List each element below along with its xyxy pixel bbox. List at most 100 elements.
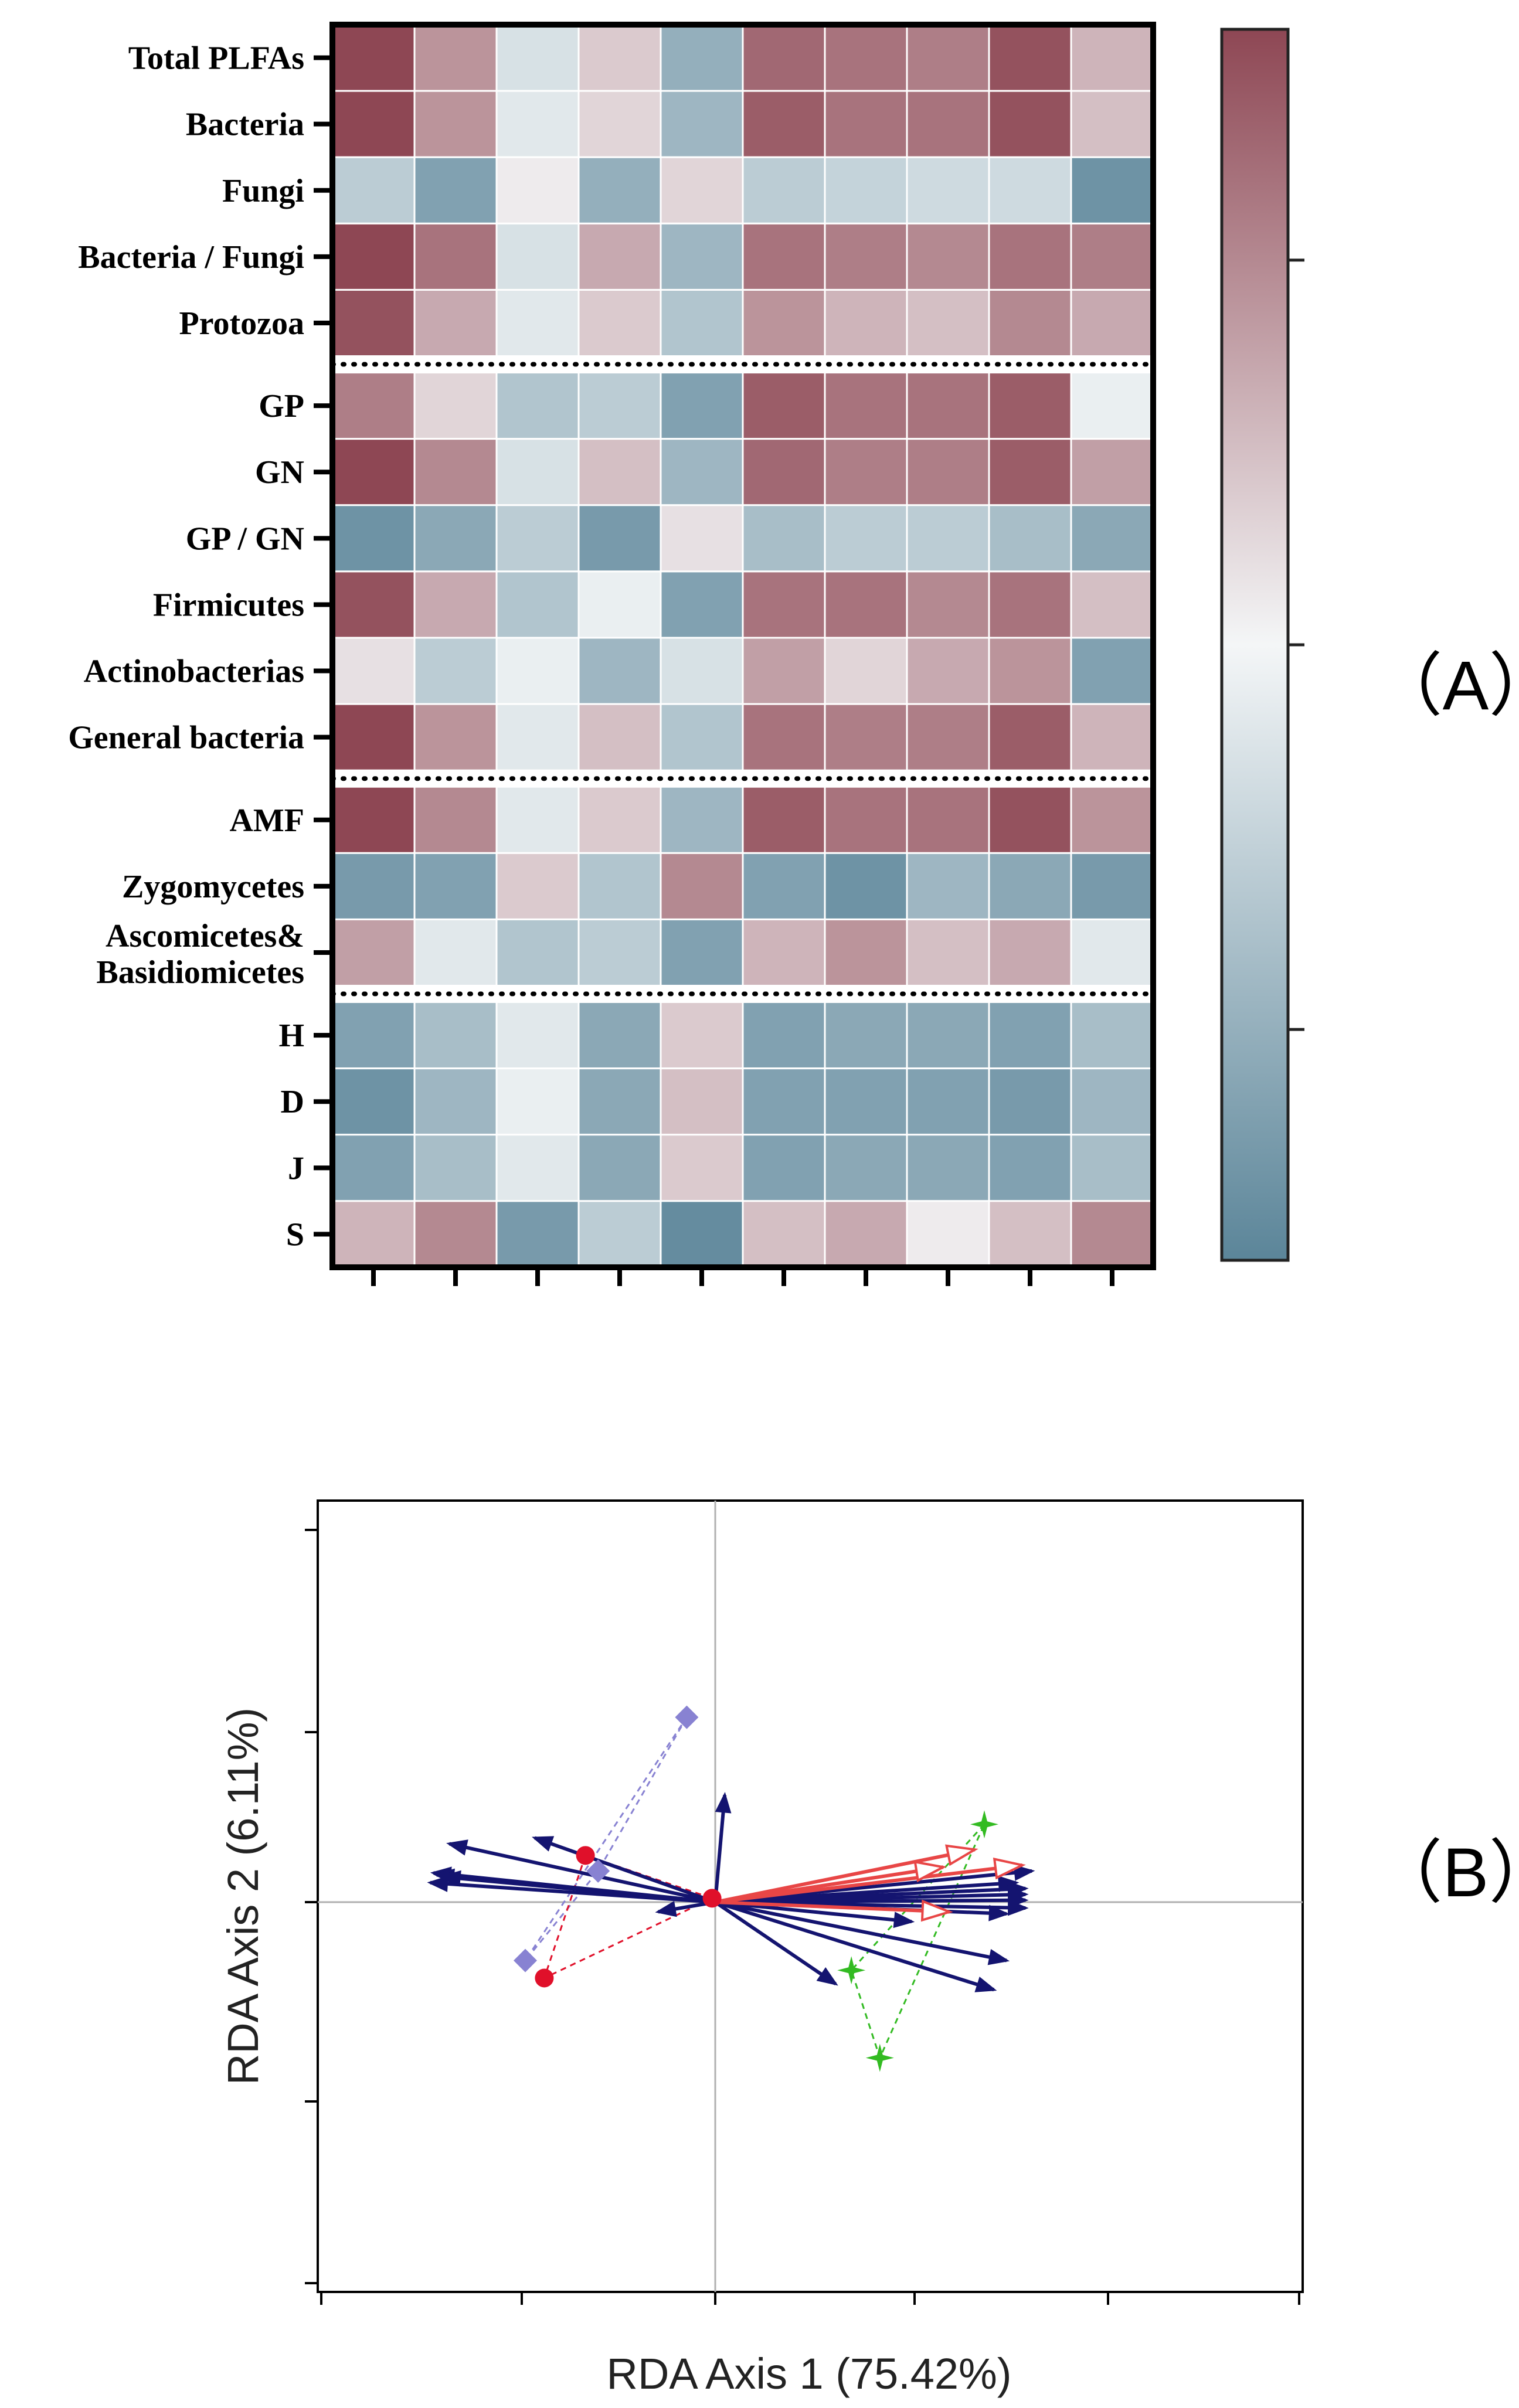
heatmap-cell — [577, 918, 662, 987]
site-marker-ck — [576, 1846, 595, 1865]
heatmap-cell — [660, 703, 744, 771]
heatmap-cell — [331, 852, 416, 920]
heatmap-cell — [495, 372, 580, 440]
heatmap-cell — [577, 1001, 662, 1070]
heatmap-cell — [906, 637, 990, 705]
heatmap-row-labels: Total PLFAs Bacteria Fungi Bacteria / Fungi… — [68, 40, 332, 1253]
heatmap-cell — [495, 288, 580, 358]
heatmap-cells — [331, 23, 1154, 1268]
heatmap-cell — [495, 438, 580, 506]
row-label-bacteria-fungi: Bacteria / Fungi — [78, 239, 304, 276]
heatmap-cell — [660, 372, 744, 440]
env-arrowhead — [945, 1844, 978, 1866]
heatmap-cell — [1070, 785, 1154, 854]
heatmap-cell — [577, 156, 662, 225]
heatmap-cell — [577, 23, 662, 92]
heatmap-cell — [577, 1067, 662, 1136]
heatmap-cell — [413, 288, 498, 358]
species-arrowhead — [974, 1977, 997, 1992]
heatmap-cell — [577, 1134, 662, 1202]
heatmap-cell — [824, 23, 908, 92]
row-label-general-bacteria: General bacteria — [68, 720, 304, 756]
env-arrow-mbn-tn — [715, 1848, 976, 1904]
species-arrow-unidentified — [715, 1900, 995, 1992]
row-label-s: S — [286, 1216, 304, 1253]
heatmap-cell — [413, 1067, 498, 1136]
hull-ck — [542, 1854, 715, 1980]
heatmap-cell — [742, 1067, 826, 1136]
heatmap-cell — [824, 1001, 908, 1070]
heatmap-cell — [660, 90, 744, 158]
heatmap-cell — [906, 703, 990, 771]
heatmap-cell — [413, 785, 498, 854]
row-label-fungi: Fungi — [222, 173, 304, 209]
heatmap-cell — [660, 1067, 744, 1136]
heatmap-cell — [577, 504, 662, 573]
heatmap-cell — [660, 1001, 744, 1070]
heatmap-cell — [495, 1200, 580, 1268]
heatmap-cell — [331, 222, 416, 291]
heatmap-cell — [742, 23, 826, 92]
heatmap-cell — [906, 570, 990, 639]
species-arrow-fungi — [534, 1836, 716, 1904]
heatmap-cell — [577, 785, 662, 854]
heatmap-cell — [742, 1001, 826, 1070]
heatmap-cell — [824, 504, 908, 573]
heatmap-cell — [824, 438, 908, 506]
row-label-total-plfas: Total PLFAs — [128, 40, 304, 77]
heatmap-cell — [660, 918, 744, 987]
row-label-gp-gn: GP / GN — [186, 521, 304, 557]
heatmap-cell — [660, 852, 744, 920]
hull-tr — [524, 1716, 688, 1961]
species-arrow-gp-gn — [430, 1880, 716, 1904]
heatmap-cell — [988, 785, 1072, 854]
heatmap-cell — [1070, 1200, 1154, 1268]
heatmap-cell — [906, 1067, 990, 1136]
heatmap-column-labels — [371, 1267, 1114, 1286]
heatmap-cell — [660, 637, 744, 705]
heatmap-cell — [742, 288, 826, 358]
heatmap-cell — [413, 1134, 498, 1202]
species-arrowhead — [446, 1839, 468, 1856]
heatmap-cell — [906, 785, 990, 854]
row-label-d: D — [281, 1084, 304, 1120]
heatmap-cell — [906, 852, 990, 920]
heatmap-cell — [577, 703, 662, 771]
heatmap-cell — [577, 438, 662, 506]
heatmap-cell — [824, 918, 908, 987]
site-marker-tr — [586, 1859, 610, 1883]
species-arrowhead — [715, 1791, 732, 1814]
rda-axis-ticks — [305, 1529, 1300, 2305]
species-arrowhead — [893, 1912, 915, 1929]
env-arrow-mbc-mbp — [715, 1900, 950, 1914]
species-arrowhead — [988, 1904, 1010, 1921]
heatmap-cell — [824, 90, 908, 158]
heatmap-cell — [1070, 156, 1154, 225]
env-arrow-mbn — [715, 1865, 944, 1904]
heatmap-cell — [1070, 1134, 1154, 1202]
heatmap-cell — [988, 1200, 1072, 1268]
heatmap-cell — [742, 222, 826, 291]
heatmap-cell — [906, 90, 990, 158]
heatmap-cell — [331, 1067, 416, 1136]
heatmap-cell — [906, 372, 990, 440]
heatmap-cell — [1070, 504, 1154, 573]
heatmap-cell — [1070, 1067, 1154, 1136]
heatmap-cell — [988, 852, 1072, 920]
heatmap-cell — [331, 785, 416, 854]
heatmap-cell — [413, 570, 498, 639]
heatmap-cell — [331, 372, 416, 440]
heatmap-cell — [660, 156, 744, 225]
heatmap-cell — [495, 504, 580, 573]
heatmap-cell — [1070, 438, 1154, 506]
species-arrowhead — [532, 1836, 555, 1852]
heatmap-cell — [413, 156, 498, 225]
site-marker-rsc — [865, 2043, 894, 2072]
heatmap-cell — [824, 637, 908, 705]
heatmap-cell — [742, 570, 826, 639]
row-label-gp: GP — [259, 388, 304, 424]
heatmap-cell — [742, 438, 826, 506]
heatmap-cell — [413, 1200, 498, 1268]
heatmap-cell — [413, 504, 498, 573]
heatmap-cell — [413, 637, 498, 705]
